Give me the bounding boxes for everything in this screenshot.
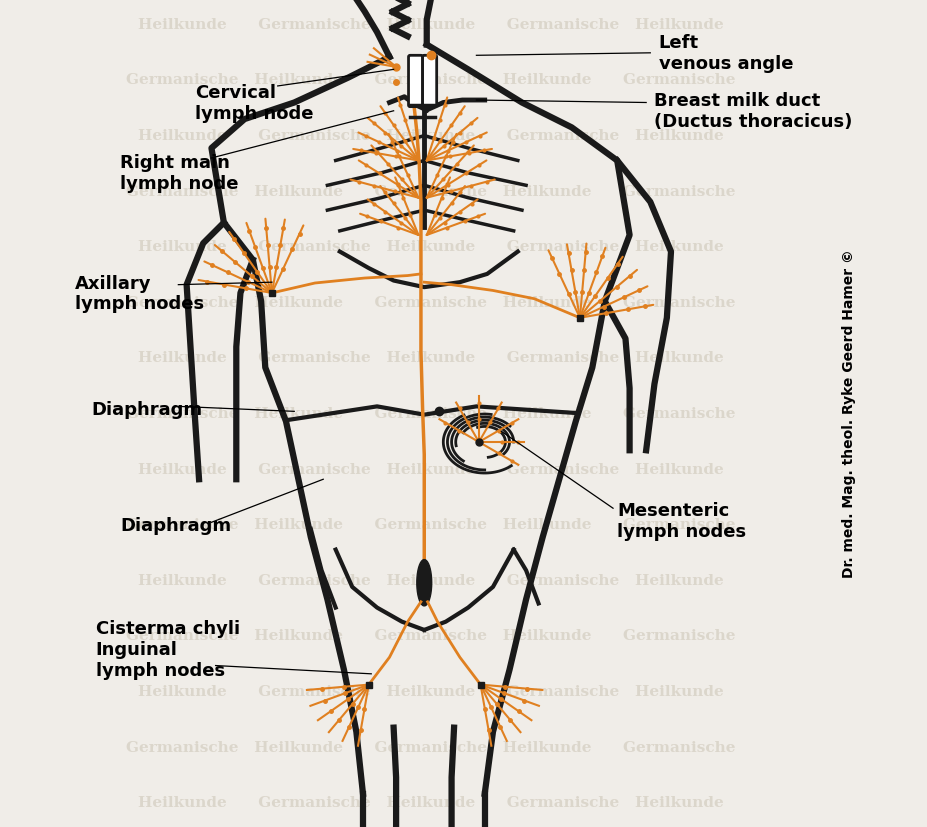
Text: Germanische   Heilkunde      Germanische   Heilkunde      Germanische: Germanische Heilkunde Germanische Heilku… bbox=[126, 295, 735, 309]
FancyBboxPatch shape bbox=[408, 56, 422, 108]
Text: Mesenteric
lymph nodes: Mesenteric lymph nodes bbox=[616, 502, 745, 540]
Text: Heilkunde      Germanische   Heilkunde      Germanische   Heilkunde: Heilkunde Germanische Heilkunde Germanis… bbox=[138, 462, 723, 476]
Text: Cervical
lymph node: Cervical lymph node bbox=[195, 84, 313, 122]
Text: Heilkunde      Germanische   Heilkunde      Germanische   Heilkunde: Heilkunde Germanische Heilkunde Germanis… bbox=[138, 796, 723, 809]
Text: Heilkunde      Germanische   Heilkunde      Germanische   Heilkunde: Heilkunde Germanische Heilkunde Germanis… bbox=[138, 18, 723, 31]
Text: Heilkunde      Germanische   Heilkunde      Germanische   Heilkunde: Heilkunde Germanische Heilkunde Germanis… bbox=[138, 351, 723, 365]
Text: Breast milk duct
(Ductus thoracicus): Breast milk duct (Ductus thoracicus) bbox=[654, 93, 852, 131]
Text: Diaphragm: Diaphragm bbox=[91, 400, 202, 418]
Text: Germanische   Heilkunde      Germanische   Heilkunde      Germanische: Germanische Heilkunde Germanische Heilku… bbox=[126, 184, 735, 198]
Text: Germanische   Heilkunde      Germanische   Heilkunde      Germanische: Germanische Heilkunde Germanische Heilku… bbox=[126, 629, 735, 643]
Text: Dr. med. Mag. theol. Ryke Geerd Hamer ©: Dr. med. Mag. theol. Ryke Geerd Hamer © bbox=[841, 249, 855, 578]
Text: Cisterma chyli
Inguinal
lymph nodes: Cisterma chyli Inguinal lymph nodes bbox=[95, 619, 239, 679]
Text: Heilkunde      Germanische   Heilkunde      Germanische   Heilkunde: Heilkunde Germanische Heilkunde Germanis… bbox=[138, 684, 723, 698]
Text: Germanische   Heilkunde      Germanische   Heilkunde      Germanische: Germanische Heilkunde Germanische Heilku… bbox=[126, 407, 735, 420]
Text: Heilkunde      Germanische   Heilkunde      Germanische   Heilkunde: Heilkunde Germanische Heilkunde Germanis… bbox=[138, 573, 723, 587]
Text: Left
venous angle: Left venous angle bbox=[658, 35, 793, 73]
Text: Right main
lymph node: Right main lymph node bbox=[121, 155, 238, 193]
Text: Germanische   Heilkunde      Germanische   Heilkunde      Germanische: Germanische Heilkunde Germanische Heilku… bbox=[126, 739, 735, 753]
Text: Heilkunde      Germanische   Heilkunde      Germanische   Heilkunde: Heilkunde Germanische Heilkunde Germanis… bbox=[138, 240, 723, 254]
Polygon shape bbox=[416, 560, 431, 606]
Text: Heilkunde      Germanische   Heilkunde      Germanische   Heilkunde: Heilkunde Germanische Heilkunde Germanis… bbox=[138, 129, 723, 143]
Text: Germanische   Heilkunde      Germanische   Heilkunde      Germanische: Germanische Heilkunde Germanische Heilku… bbox=[126, 74, 735, 88]
Text: Germanische   Heilkunde      Germanische   Heilkunde      Germanische: Germanische Heilkunde Germanische Heilku… bbox=[126, 518, 735, 532]
Text: Diaphragm: Diaphragm bbox=[121, 516, 231, 534]
FancyBboxPatch shape bbox=[422, 56, 437, 108]
Text: Axillary
lymph nodes: Axillary lymph nodes bbox=[75, 275, 204, 313]
